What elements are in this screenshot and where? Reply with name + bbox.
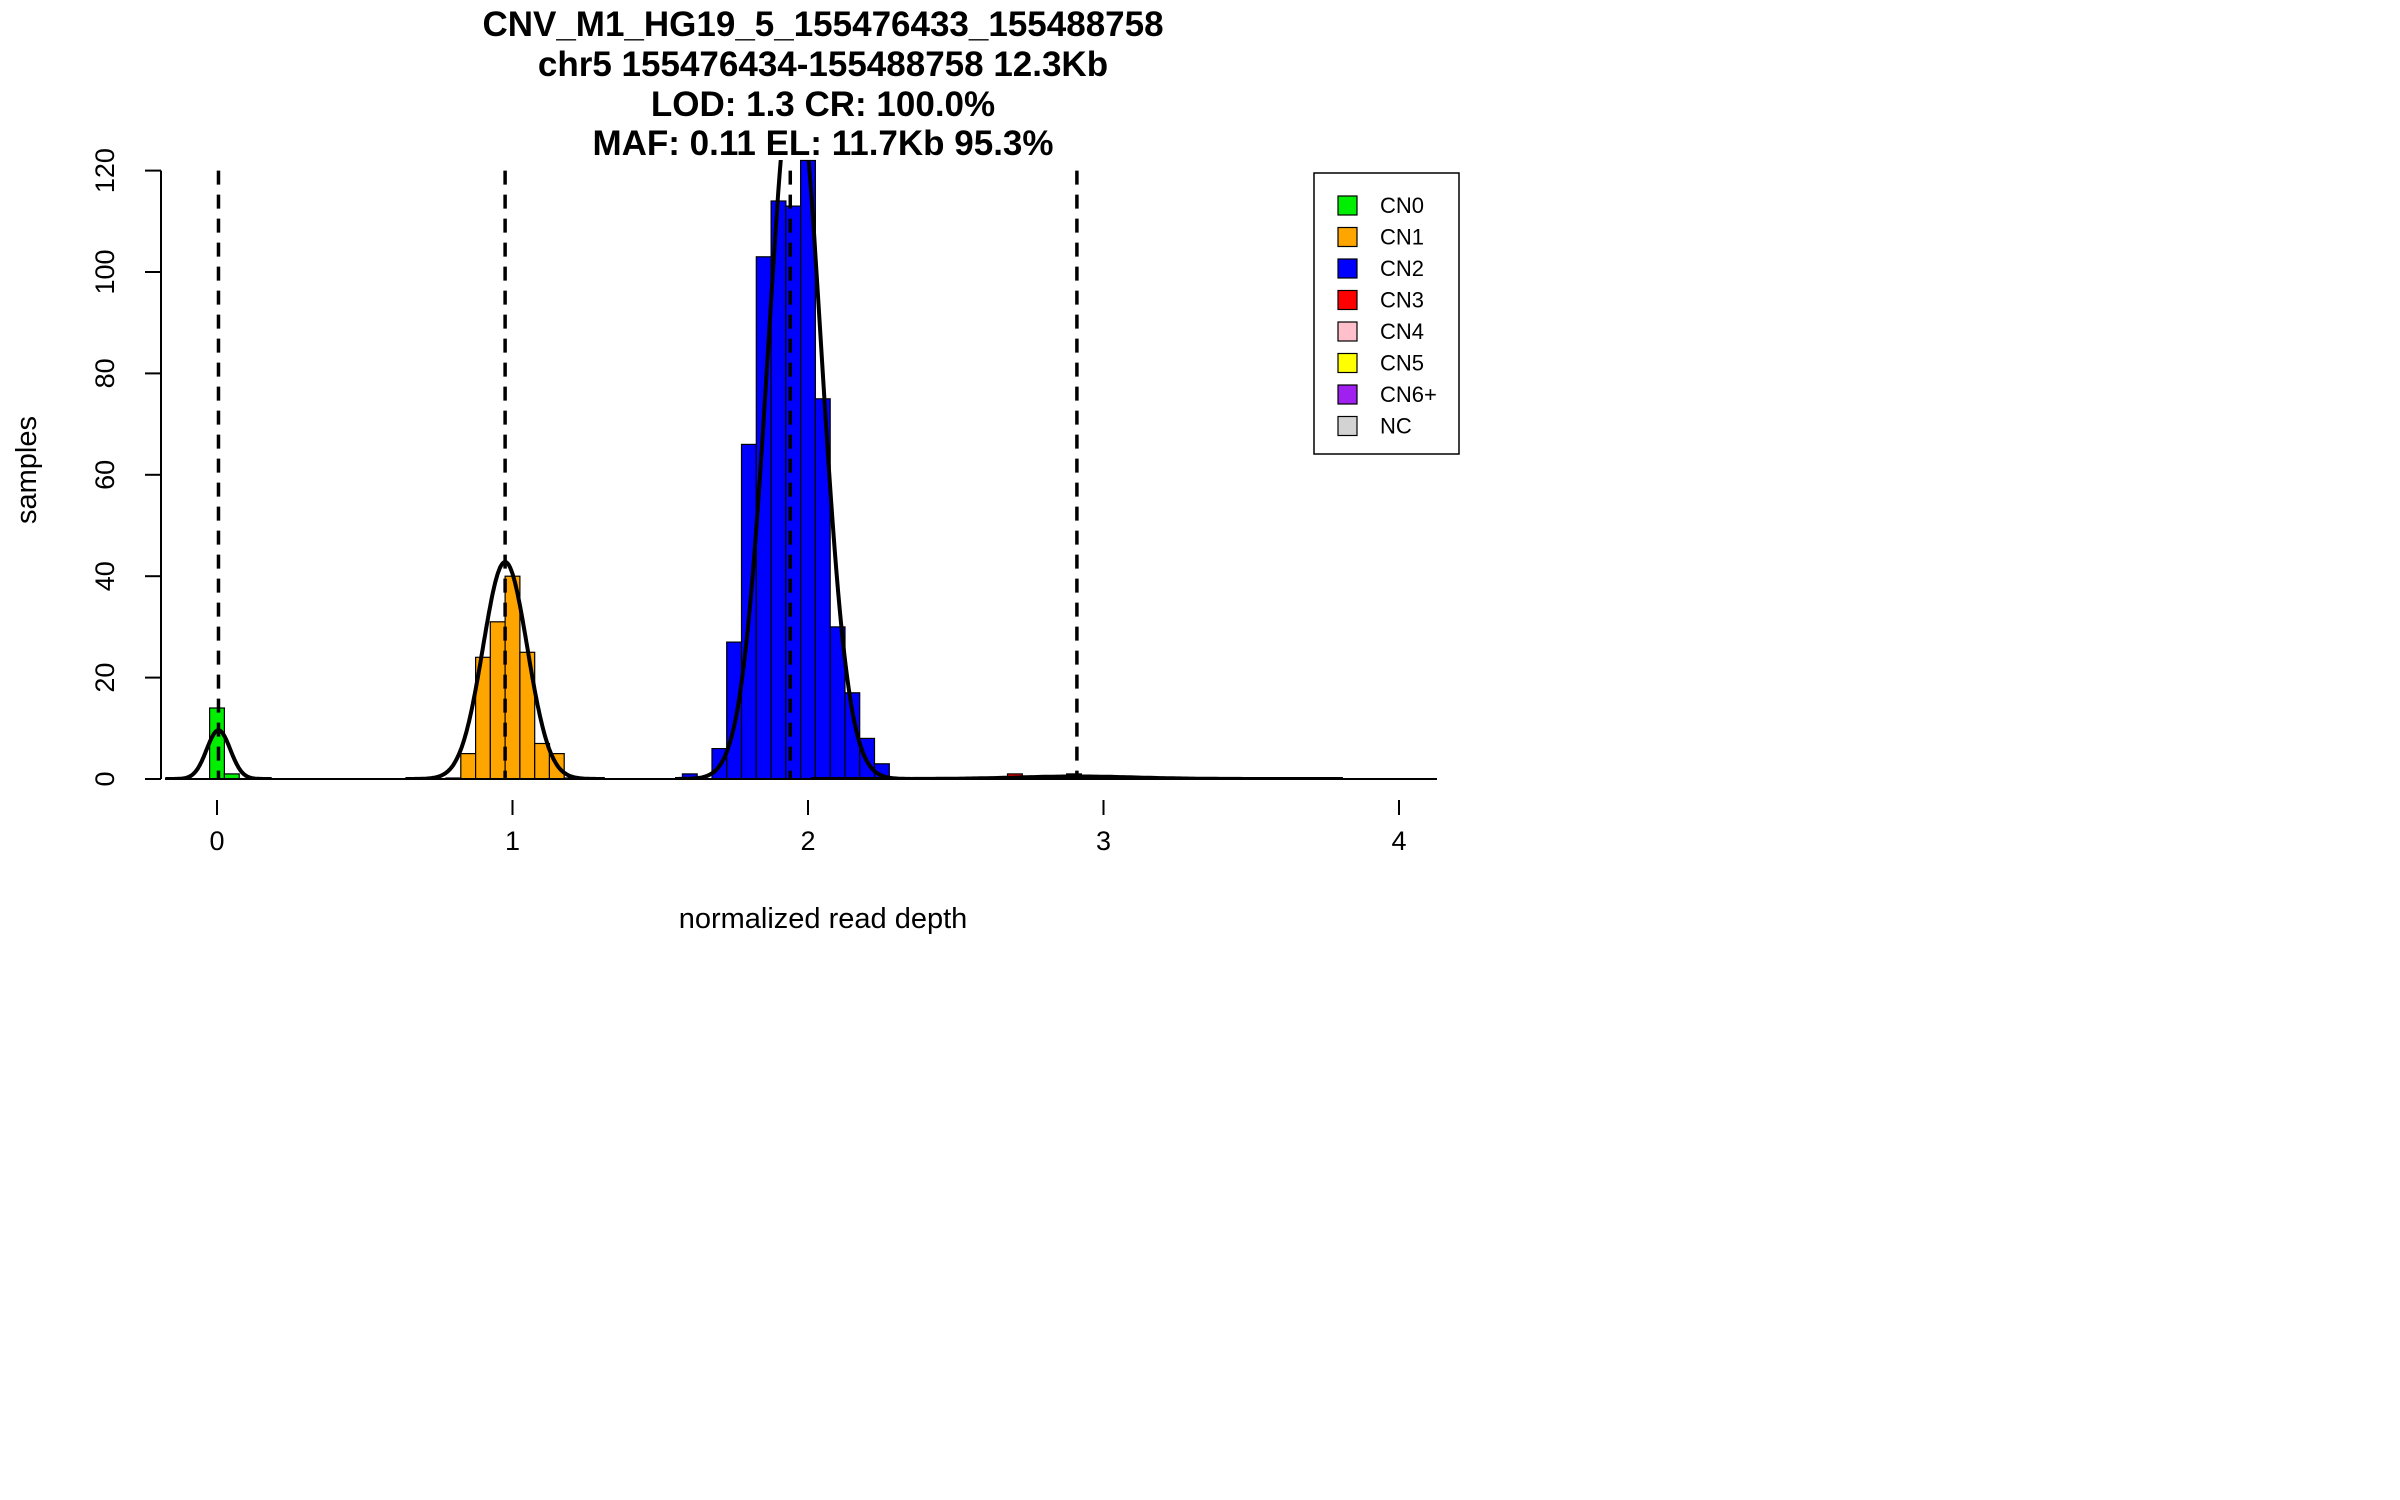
y-tick-label-80: 80 — [90, 358, 120, 388]
legend-swatch-cn6plus — [1337, 384, 1358, 405]
legend-swatch-cn3 — [1337, 289, 1358, 311]
legend-label-cn0: CN0 — [1380, 193, 1424, 218]
legend-swatch-cn4 — [1337, 321, 1358, 342]
histogram-bar-7 — [489, 621, 506, 780]
legend-box — [1313, 172, 1460, 455]
x-tick-label-2: 2 — [800, 826, 815, 856]
legend-label-nc: NC — [1380, 414, 1412, 439]
fit-curve-2 — [405, 559, 605, 780]
x-tick-label-3: 3 — [1096, 826, 1111, 856]
y-tick-label-0: 0 — [90, 771, 120, 786]
histogram-bar-8 — [504, 575, 521, 780]
histogram-bar-20 — [799, 159, 816, 780]
histogram-bars — [209, 159, 1082, 780]
y-tick-label-40: 40 — [90, 561, 120, 591]
y-tick-label-20: 20 — [90, 663, 120, 693]
histogram-chart: CNV_M1_HG19_5_155476433_155488758 chr5 1… — [11, 5, 1460, 935]
histogram-bar-1 — [209, 707, 226, 780]
title-line-4: MAF: 0.11 EL: 11.7Kb 95.3% — [592, 124, 1053, 163]
x-tick-label-4: 4 — [1391, 826, 1406, 856]
legend-label-cn3: CN3 — [1380, 288, 1424, 313]
x-tick-label-0: 0 — [209, 826, 224, 856]
legend-label-cn5: CN5 — [1380, 351, 1424, 376]
legend-label-cn4: CN4 — [1380, 319, 1424, 344]
legend-label-cn6plus: CN6+ — [1380, 382, 1437, 407]
legend-label-cn2: CN2 — [1380, 256, 1424, 281]
cn-reference-lines — [216, 170, 1079, 779]
histogram-bar-19 — [785, 205, 802, 780]
y-tick-label-120: 120 — [90, 148, 120, 193]
x-tick-label-1: 1 — [505, 826, 520, 856]
title-line-3: LOD: 1.3 CR: 100.0% — [651, 85, 995, 124]
title-line-2: chr5 155476434-155488758 12.3Kb — [538, 45, 1108, 84]
legend-label-cn1: CN1 — [1380, 225, 1424, 250]
legend: CN0 CN1 CN2 CN3 CN4 CN5 CN6+ NC — [1313, 172, 1460, 455]
chart-title: CNV_M1_HG19_5_155476433_155488758 chr5 1… — [482, 5, 1163, 163]
y-tick-label-100: 100 — [90, 249, 120, 294]
legend-swatch-cn0 — [1337, 195, 1358, 216]
legend-swatch-nc — [1337, 415, 1358, 437]
title-line-1: CNV_M1_HG19_5_155476433_155488758 — [482, 5, 1163, 44]
x-axis-label: normalized read depth — [679, 903, 968, 935]
legend-swatch-cn2 — [1337, 258, 1358, 279]
histogram-bar-15 — [726, 641, 743, 780]
y-tick-label-60: 60 — [90, 460, 120, 490]
histogram-bar-4 — [460, 752, 477, 780]
y-axis-label: samples — [11, 416, 43, 524]
fit-curve-3 — [675, 160, 915, 780]
legend-swatch-cn5 — [1337, 352, 1358, 374]
legend-swatch-cn1 — [1337, 226, 1358, 248]
